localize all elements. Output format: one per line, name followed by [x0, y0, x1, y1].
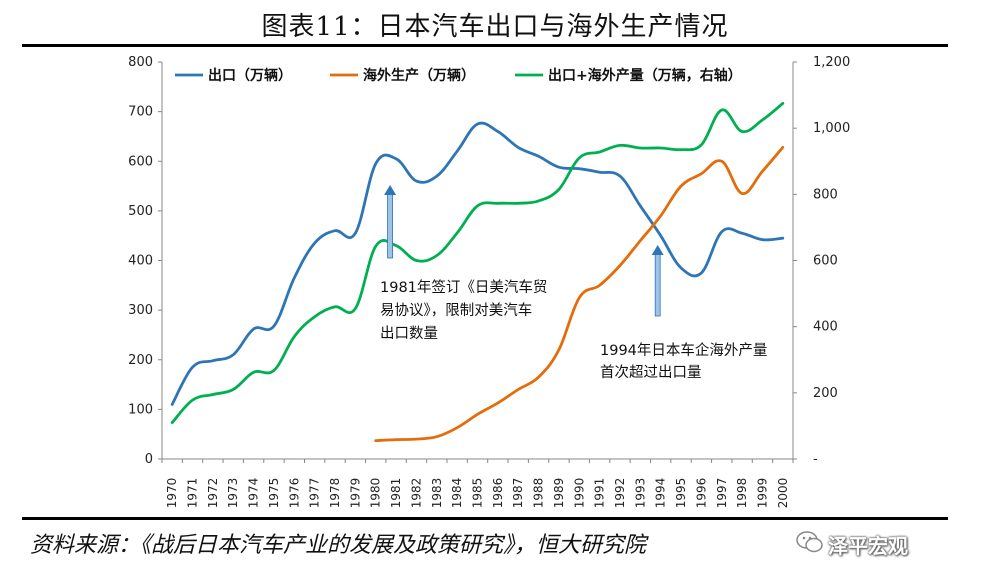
x-tick-label: 1979 — [348, 478, 362, 509]
x-tick-label: 1973 — [226, 478, 240, 509]
x-tick-label: 1996 — [694, 478, 708, 509]
annotation-arrow-1981 — [384, 185, 397, 259]
top-rule — [22, 44, 948, 47]
annotation-arrow-1994 — [651, 245, 664, 317]
right-tick-label: 1,200 — [813, 55, 850, 70]
x-tick-label: 1995 — [674, 478, 688, 509]
wechat-icon — [796, 531, 823, 553]
left-tick-label: 200 — [128, 353, 153, 368]
x-tick-label: 1988 — [532, 478, 546, 509]
chart-title: 图表11：日本汽车出口与海外生产情况 — [261, 12, 729, 42]
x-tick-label: 1987 — [511, 478, 525, 509]
x-tick-label: 1994 — [654, 478, 668, 509]
arrow-head — [651, 245, 664, 255]
legend-label-1: 出口（万辆） — [208, 67, 292, 84]
series-line-2 — [374, 146, 785, 442]
left-tick-label: 100 — [128, 402, 153, 417]
annotation-1981-line: 1981年签订《日美汽车贸 — [380, 279, 547, 296]
left-tick-label: 700 — [128, 105, 153, 120]
x-tick-label: 1971 — [186, 478, 200, 509]
right-tick-label: - — [813, 452, 818, 467]
x-tick-label: 1983 — [430, 478, 444, 509]
x-tick-label: 1976 — [287, 478, 301, 509]
x-tick-label: 1978 — [328, 478, 342, 509]
right-tick-label: 800 — [813, 187, 838, 202]
series-line-1 — [170, 121, 785, 406]
left-tick-label: 500 — [128, 204, 153, 219]
left-tick-label: 300 — [128, 303, 153, 318]
axes-layer: 0 100 200 300 400 500 600 700 800 - 200 400 600 800 1,… — [128, 55, 850, 508]
left-tick-label: 600 — [128, 154, 153, 169]
annotation-1994-line: 1994年日本车企海外产量 — [600, 341, 767, 359]
right-tick-label: 200 — [813, 386, 838, 401]
left-tick-label: 0 — [145, 452, 153, 467]
annotation-1981-line: 出口数量 — [380, 325, 438, 342]
x-tick-label: 1989 — [552, 478, 566, 509]
series-layer — [170, 102, 785, 442]
annotation-1994-line: 首次超过出口量 — [600, 364, 702, 381]
x-tick-label: 2000 — [776, 478, 790, 509]
x-tick-label: 1997 — [715, 478, 729, 509]
x-tick-label: 1993 — [633, 478, 647, 509]
x-tick-label: 1990 — [572, 478, 586, 509]
x-tick-label: 1986 — [491, 478, 505, 509]
x-tick-label: 1992 — [613, 478, 627, 509]
x-tick-label: 1982 — [409, 478, 423, 509]
source-note: 资料来源：《战后日本汽车产业的发展及政策研究》，恒大研究院 — [30, 533, 647, 558]
legend-label-2: 海外生产（万辆） — [363, 67, 475, 84]
watermark: 泽平宏观 — [828, 534, 908, 558]
x-tick-label: 1970 — [165, 478, 179, 509]
right-tick-label: 1,000 — [813, 121, 850, 136]
series-line-3 — [170, 102, 785, 424]
x-tick-label: 1977 — [308, 478, 322, 509]
right-tick-label: 400 — [813, 320, 838, 335]
annotation-1981-line: 易协议》，限制对美汽车 — [380, 302, 532, 319]
x-tick-label: 1999 — [755, 478, 769, 509]
line-chart: 0 100 200 300 400 500 600 700 800 - 200 400 600 800 1,… — [128, 55, 850, 508]
x-tick-label: 1974 — [247, 478, 261, 509]
right-tick-label: 600 — [813, 254, 838, 269]
x-tick-label: 1985 — [471, 478, 485, 509]
x-tick-label: 1998 — [735, 478, 749, 509]
bottom-rule — [22, 517, 948, 520]
arrow-shaft — [387, 192, 393, 259]
arrow-head — [384, 185, 397, 195]
legend: 出口（万辆） 海外生产（万辆） 出口+海外产量（万辆，右轴） — [175, 67, 742, 84]
x-tick-label: 1984 — [450, 478, 464, 509]
x-tick-label: 1980 — [369, 478, 383, 509]
x-tick-label: 1991 — [593, 478, 607, 509]
x-tick-label: 1972 — [206, 478, 220, 509]
legend-label-3: 出口+海外产量（万辆，右轴） — [548, 67, 742, 84]
left-tick-label: 800 — [128, 55, 153, 70]
arrow-shaft — [654, 252, 661, 317]
x-tick-label: 1975 — [267, 478, 281, 509]
x-tick-label: 1981 — [389, 478, 403, 509]
left-tick-label: 400 — [128, 254, 153, 269]
